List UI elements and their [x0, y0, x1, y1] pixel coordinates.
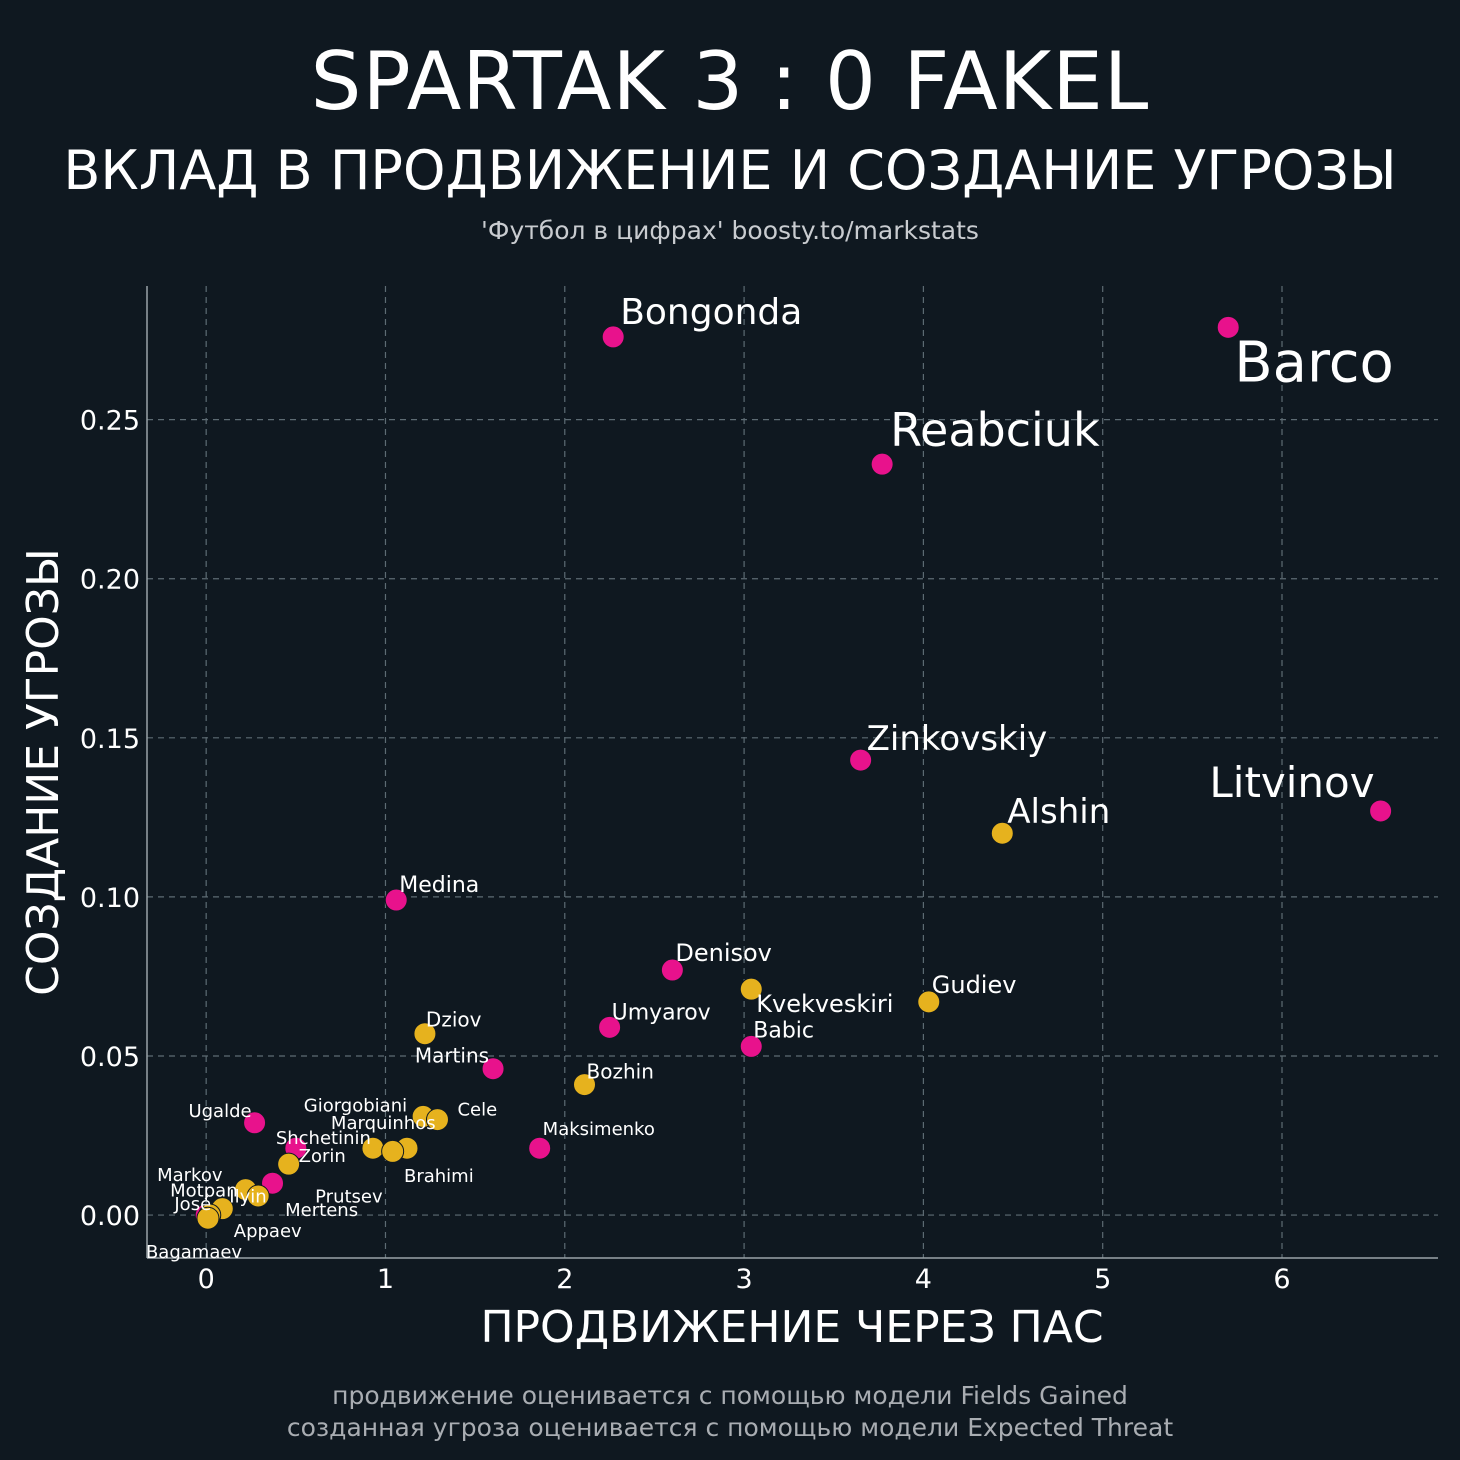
player-label-motpan: Motpan — [170, 1181, 237, 1202]
player-label-ugalde: Ugalde — [188, 1101, 251, 1122]
x-tick-label: 2 — [556, 1264, 573, 1295]
player-point-reabciuk — [870, 452, 894, 476]
player-point-bozhin — [573, 1073, 597, 1097]
player-label-brahimi: Brahimi — [404, 1166, 474, 1187]
player-point-zorin — [277, 1152, 301, 1176]
player-label-zinkovskiy: Zinkovskiy — [867, 719, 1048, 759]
axes — [146, 286, 1438, 1259]
y-tick-label: 0.25 — [80, 406, 140, 437]
source-credit: 'Футбол в цифрах' boosty.to/markstats — [481, 216, 979, 245]
player-point-umyarov — [598, 1015, 622, 1039]
x-tick-label: 6 — [1273, 1264, 1290, 1295]
x-tick-label: 1 — [377, 1264, 394, 1295]
player-label-dziov: Dziov — [426, 1008, 482, 1032]
player-point-ugalde — [243, 1111, 267, 1135]
x-tick-label: 0 — [198, 1264, 215, 1295]
player-point-kvekveskiri — [739, 977, 763, 1001]
player-point-cele — [425, 1108, 449, 1132]
player-label-zorin: Zorin — [299, 1146, 346, 1167]
tick-labels: 0 1 2 3 4 5 6 0.00 0.05 0.10 0.15 0.20 0.25 — [80, 406, 1291, 1295]
player-label-barco: Barco — [1234, 330, 1394, 395]
y-axis-label: СОЗДАНИЕ УГРОЗЫ — [18, 548, 69, 996]
player-label-jos: José — [173, 1194, 211, 1215]
y-tick-label: 0.05 — [80, 1042, 140, 1073]
player-label-marquinhos: Marquinhos — [331, 1113, 436, 1134]
player-point-babic — [739, 1034, 763, 1058]
player-point-maksimenko — [528, 1136, 552, 1160]
data-points — [194, 315, 1393, 1230]
x-tick-label: 4 — [915, 1264, 932, 1295]
x-axis-label: ПРОДВИЖЕНИЕ ЧЕРЕЗ ПАС — [480, 1302, 1103, 1353]
footnote-line-2: созданная угроза оценивается с помощью м… — [286, 1413, 1174, 1442]
player-label-babic: Babic — [753, 1018, 814, 1043]
y-tick-label: 0.15 — [80, 724, 140, 755]
footnote-line-1: продвижение оценивается с помощью модели… — [332, 1381, 1128, 1410]
chart-subtitle: ВКЛАД В ПРОДВИЖЕНИЕ И СОЗДАНИЕ УГРОЗЫ — [63, 139, 1397, 202]
player-label-alshin: Alshin — [1007, 792, 1110, 832]
chart-title: SPARTAK 3 : 0 FAKEL — [310, 35, 1150, 128]
player-label-ilyin: Ilyin — [229, 1187, 266, 1208]
player-point-dziov — [413, 1022, 437, 1046]
player-point-alshin — [990, 821, 1014, 845]
player-label-appaev: Appaev — [234, 1221, 302, 1242]
x-tick-label: 3 — [735, 1264, 752, 1295]
player-label-shchetinin: Shchetinin — [276, 1128, 371, 1149]
player-point-mertens — [246, 1184, 270, 1208]
player-point-litvinov — [1369, 799, 1393, 823]
footnote: продвижение оценивается с помощью модели… — [0, 1380, 1460, 1444]
player-label-bongonda: Bongonda — [620, 292, 802, 333]
player-label-martins: Martins — [415, 1044, 489, 1068]
player-point-prutsev — [381, 1139, 405, 1163]
y-tick-label: 0.00 — [80, 1201, 140, 1232]
player-point-zinkovskiy — [849, 748, 873, 772]
player-label-cele: Cele — [457, 1100, 497, 1121]
player-label-medina: Medina — [399, 873, 479, 898]
player-point-bongonda — [601, 325, 625, 349]
player-label-prutsev: Prutsev — [315, 1186, 383, 1207]
player-label-umyarov: Umyarov — [612, 1000, 711, 1025]
player-label-litvinov: Litvinov — [1209, 758, 1374, 807]
player-point-medina — [384, 888, 408, 912]
y-tick-label: 0.10 — [80, 883, 140, 914]
grid-lines — [147, 286, 1438, 1258]
player-label-kvekveskiri: Kvekveskiri — [756, 990, 893, 1018]
player-point-barco — [1216, 315, 1240, 339]
player-point-gudiev — [917, 990, 941, 1014]
player-label-reabciuk: Reabciuk — [890, 403, 1100, 457]
player-point-denisov — [660, 958, 684, 982]
player-label-bagamaev: Bagamaev — [146, 1242, 242, 1263]
player-label-bozhin: Bozhin — [587, 1060, 654, 1084]
y-tick-label: 0.20 — [80, 565, 140, 596]
player-label-giorgobiani: Giorgobiani — [304, 1095, 407, 1116]
player-label-mertens: Mertens — [285, 1200, 358, 1221]
x-tick-label: 5 — [1094, 1264, 1111, 1295]
player-label-markov: Markov — [157, 1165, 223, 1186]
player-label-maksimenko: Maksimenko — [543, 1119, 655, 1140]
player-point-martins — [481, 1057, 505, 1081]
player-label-gudiev: Gudiev — [932, 971, 1017, 999]
point-labels: Barco Bongonda Reabciuk Zinkovskiy Litvinov M… — [146, 292, 1394, 1263]
player-point-bagamaev — [196, 1206, 220, 1230]
player-label-denisov: Denisov — [675, 939, 772, 967]
